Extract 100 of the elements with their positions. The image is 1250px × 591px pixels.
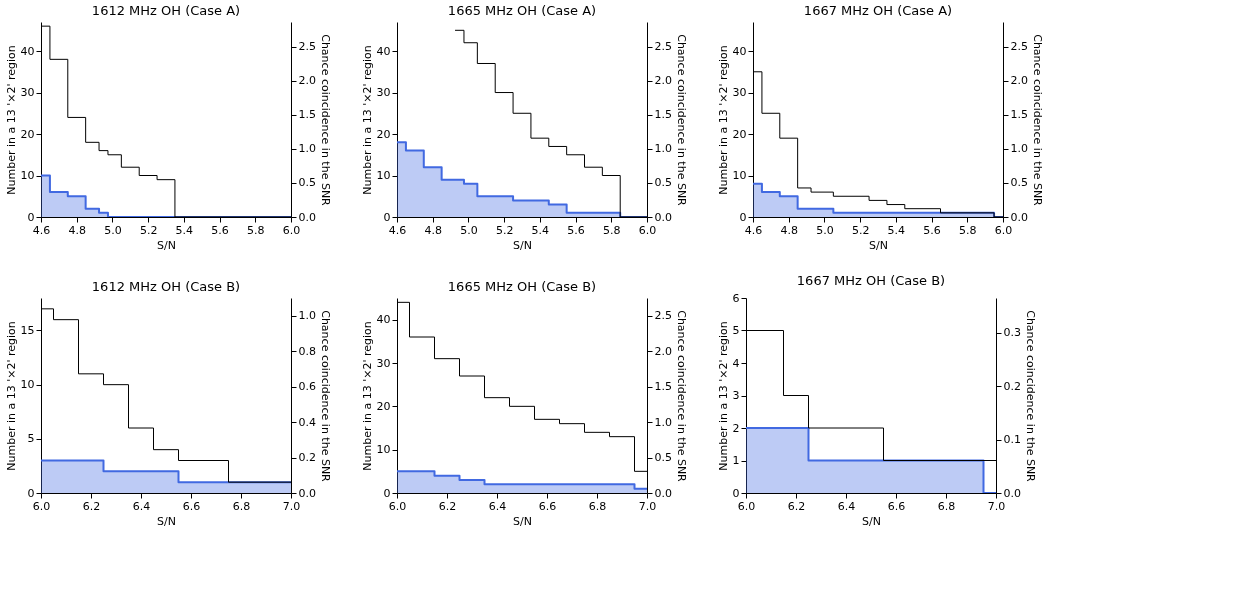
y2-tick-label: 2.5 [654,40,672,54]
y-tick-label: 10 [20,378,35,392]
y2-tick-label: 0.2 [298,451,316,465]
y2-tick-label: 0.0 [298,486,316,500]
y-tick-label: 10 [732,169,747,183]
y2-tick-label: 1.0 [654,415,672,429]
chart-title: 1665 MHz OH (Case A) [447,3,597,18]
y2-tick-label: 1.5 [654,380,672,394]
y2-tick-label: 2.5 [298,40,316,54]
x-tick-label: 6.4 [837,499,856,513]
y2-tick-label: 0.5 [298,176,316,190]
y2-tick-label: 1.0 [1010,142,1028,156]
y-tick-label: 40 [732,44,747,58]
y-tick-label: 30 [20,86,35,100]
x-tick-label: 6.0 [638,223,657,237]
x-tick-label: 5.2 [495,223,514,237]
y2-tick-label: 0.0 [654,210,672,224]
x-tick-label: 5.6 [211,223,229,237]
y2-tick-label: 2.0 [654,344,672,358]
x-axis-title: S/N [862,514,881,528]
y2-tick-label: 1.5 [654,108,672,122]
y2-tick-label: 1.5 [1010,108,1028,122]
x-tick-label: 6.4 [132,499,151,513]
y-axis-title: Number in a 13 '×2' region [360,45,374,195]
y-tick-label: 5 [732,324,740,337]
x-tick-label: 5.8 [603,223,621,237]
chart-title: 1667 MHz OH (Case B) [796,273,946,288]
x-tick-label: 5.6 [923,223,941,237]
y2-tick-label: 0.6 [298,380,316,394]
y-tick-label: 30 [376,356,391,370]
x-tick-label: 5.0 [816,223,834,237]
y2-tick-label: 0.0 [298,210,316,224]
y2-tick-label: 2.0 [298,74,316,88]
x-axis-title: S/N [513,514,532,528]
y-tick-label: 4 [732,356,740,370]
y2-axis-title: Chance coincidence in the SNR [1030,34,1044,207]
y2-tick-label: 1.0 [298,142,316,156]
x-tick-label: 6.6 [182,499,201,513]
x-tick-label: 6.8 [937,499,956,513]
y-tick-label: 0 [732,486,740,500]
x-tick-label: 5.0 [460,223,478,237]
y-tick-label: 20 [732,127,747,141]
y2-tick-label: 0.5 [1010,176,1028,190]
y2-tick-label: 1.5 [298,108,316,122]
x-axis-title: S/N [513,238,532,252]
y-tick-label: 10 [376,169,391,183]
x-tick-label: 6.0 [994,223,1013,237]
y-tick-label: 6 [732,291,740,305]
y2-tick-label: 0.0 [654,486,672,500]
y2-tick-label: 0.1 [1003,433,1021,447]
x-tick-label: 5.2 [139,223,158,237]
y2-axis-title: Chance coincidence in the SNR [674,34,688,207]
x-tick-label: 6.0 [282,223,301,237]
y-tick-label: 10 [20,169,35,183]
x-tick-label: 6.0 [388,499,407,513]
x-tick-label: 5.8 [247,223,265,237]
y-tick-label: 15 [20,324,35,337]
y2-axis-title: Chance coincidence in the SNR [674,310,688,483]
y-tick-label: 20 [376,399,391,413]
x-tick-label: 6.2 [82,499,101,513]
x-tick-label: 5.8 [959,223,977,237]
y2-tick-label: 0.5 [654,451,672,465]
y-tick-label: 20 [20,127,35,141]
y-tick-label: 30 [376,86,391,100]
y2-tick-label: 2.0 [1010,74,1028,88]
x-tick-label: 5.0 [104,223,122,237]
x-tick-label: 4.6 [32,223,51,237]
x-tick-label: 4.8 [68,223,86,237]
y2-tick-label: 2.0 [654,74,672,88]
y-axis-title: Number in a 13 '×2' region [716,45,730,195]
y-tick-label: 40 [376,44,391,58]
x-tick-label: 5.4 [531,223,550,237]
x-tick-label: 6.0 [737,499,756,513]
x-tick-label: 4.8 [424,223,442,237]
y-tick-label: 10 [376,443,391,457]
y-tick-label: 0 [383,486,391,500]
y-tick-label: 0 [27,486,35,500]
y-axis-title: Number in a 13 '×2' region [716,321,730,471]
y2-axis-title: Chance coincidence in the SNR [318,310,332,483]
y-tick-label: 0 [383,210,391,224]
x-axis-title: S/N [869,238,888,252]
chart-title: 1612 MHz OH (Case A) [91,3,241,18]
y-tick-label: 1 [732,454,740,467]
y2-tick-label: 0.0 [1010,210,1028,224]
x-axis-title: S/N [157,514,176,528]
x-tick-label: 6.4 [488,499,507,513]
y2-tick-label: 2.5 [654,309,672,323]
y-tick-label: 0 [739,210,747,224]
x-tick-label: 7.0 [987,499,1006,513]
y2-tick-label: 0.0 [1003,486,1021,500]
x-tick-label: 6.2 [787,499,806,513]
y-axis-title: Number in a 13 '×2' region [4,45,18,195]
y2-tick-label: 0.3 [1003,326,1021,340]
y-tick-label: 20 [376,127,391,141]
y-tick-label: 40 [20,44,35,58]
y-tick-label: 3 [732,389,740,402]
y2-tick-label: 0.8 [298,344,316,358]
y2-tick-label: 0.5 [654,176,672,190]
chart-title: 1665 MHz OH (Case B) [447,279,597,294]
y-axis-title: Number in a 13 '×2' region [4,321,18,471]
